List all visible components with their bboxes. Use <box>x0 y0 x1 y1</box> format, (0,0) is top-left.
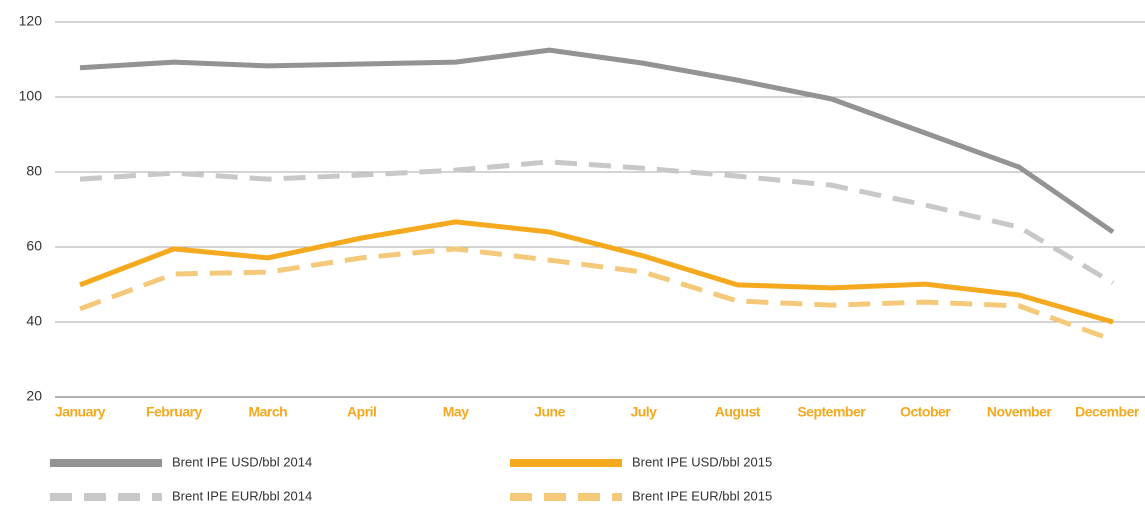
line-series <box>79 159 1115 286</box>
x-tick-label: September <box>797 404 866 420</box>
legend-label: Brent IPE EUR/bbl 2015 <box>632 488 772 503</box>
line-series <box>79 47 1115 235</box>
y-tick-label: 100 <box>19 88 43 104</box>
line-series <box>79 246 1114 343</box>
x-tick-label: August <box>715 404 761 420</box>
y-tick-label: 20 <box>26 388 42 404</box>
x-tick-label: January <box>55 404 106 420</box>
x-tick-label: November <box>987 404 1053 420</box>
y-tick-label: 40 <box>26 313 42 329</box>
x-tick-label: December <box>1075 404 1140 420</box>
y-tick-label: 80 <box>26 163 42 179</box>
x-tick-label: April <box>347 404 376 420</box>
x-tick-label: February <box>146 404 203 420</box>
line-series <box>79 219 1114 325</box>
x-tick-label: July <box>630 404 657 420</box>
x-tick-label: October <box>900 404 951 420</box>
x-tick-label: June <box>534 404 565 420</box>
x-tick-label: May <box>443 404 469 420</box>
legend-label: Brent IPE USD/bbl 2014 <box>172 454 312 469</box>
legend-label: Brent IPE EUR/bbl 2014 <box>172 488 312 503</box>
y-tick-label: 120 <box>19 13 43 29</box>
legend-label: Brent IPE USD/bbl 2015 <box>632 454 772 469</box>
x-tick-label: March <box>248 404 287 420</box>
y-tick-label: 60 <box>26 238 42 254</box>
